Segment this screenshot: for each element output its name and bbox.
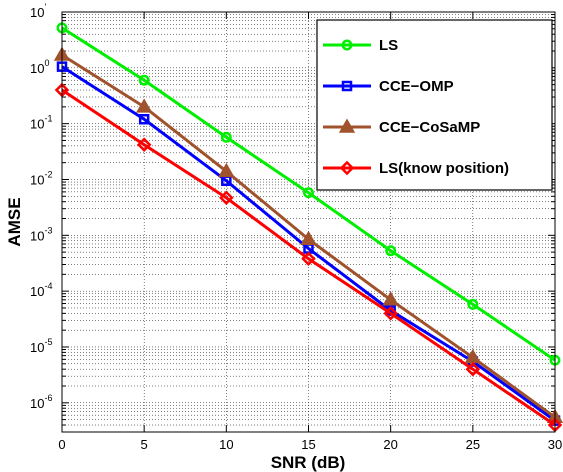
x-tick-label: 25 — [466, 437, 480, 452]
legend-marker — [339, 160, 355, 176]
x-axis-ticks: 0 5 10 15 20 25 30 — [58, 12, 562, 452]
legend-box — [316, 19, 553, 191]
y-tick-label: 10-1 — [30, 114, 52, 132]
legend-marker — [341, 39, 353, 51]
data-point-marker — [465, 361, 481, 377]
data-point-marker — [136, 137, 152, 152]
x-axis-title: SNR (dB) — [271, 453, 346, 472]
y-tick-base: 10 — [30, 284, 44, 299]
y-tick-base: 10 — [30, 340, 44, 355]
legend-marker — [341, 80, 353, 92]
data-point-marker — [220, 131, 232, 143]
y-tick-label: 100 — [30, 58, 49, 76]
y-tick-base: 10 — [30, 5, 44, 20]
y-tick-exponent: -6 — [44, 393, 52, 403]
legend-marker — [338, 118, 356, 133]
legend: LS CCE−OMP CCE−CoSaMP LS(know position) — [316, 19, 553, 191]
data-point-marker — [467, 298, 479, 310]
legend-label: CCE−CoSaMP — [379, 119, 480, 136]
y-tick-label: 10-6 — [30, 393, 52, 411]
y-tick-exponent: -3 — [44, 225, 52, 235]
x-tick-label: 15 — [301, 437, 315, 452]
y-tick-base: 10 — [30, 61, 44, 76]
series-line — [61, 88, 556, 427]
x-tick-label: 10 — [219, 437, 233, 452]
data-point-marker — [300, 230, 317, 246]
y-tick-label: 10-5 — [30, 337, 52, 355]
y-tick-exponent: ' — [44, 2, 46, 12]
data-point-marker — [138, 113, 150, 125]
y-tick-exponent: -4 — [44, 281, 52, 291]
y-tick-base: 10 — [30, 117, 44, 132]
data-point-marker — [383, 306, 398, 321]
legend-label: CCE−OMP — [379, 78, 454, 95]
data-point-marker — [382, 291, 399, 306]
data-point-marker — [385, 245, 397, 257]
y-tick-label: 10' — [30, 2, 46, 20]
y-axis-title: AMSE — [5, 197, 24, 246]
legend-label: LS — [379, 37, 398, 54]
data-point-marker — [301, 251, 316, 267]
series-lines — [53, 22, 563, 433]
y-tick-exponent: -1 — [44, 114, 52, 124]
series-line — [61, 26, 556, 362]
y-tick-exponent: 0 — [44, 58, 49, 68]
y-tick-label: 10-3 — [30, 225, 52, 243]
y-tick-base: 10 — [30, 172, 44, 187]
data-point-marker — [138, 74, 150, 86]
x-tick-label: 5 — [141, 437, 148, 452]
data-point-marker — [218, 162, 235, 178]
x-tick-label: 20 — [383, 437, 397, 452]
y-tick-exponent: -5 — [44, 337, 52, 347]
x-tick-label: 0 — [58, 437, 65, 452]
y-tick-base: 10 — [30, 228, 44, 243]
data-point-marker — [219, 190, 234, 206]
data-point-marker — [136, 98, 153, 113]
y-tick-base: 10 — [30, 396, 44, 411]
y-tick-exponent: -2 — [44, 169, 52, 179]
y-tick-label: 10-4 — [30, 281, 52, 299]
x-tick-label: 30 — [548, 437, 562, 452]
data-point-marker — [464, 348, 481, 364]
y-tick-label: 10-2 — [30, 169, 52, 187]
legend-label: LS(know position) — [379, 160, 509, 177]
data-point-marker — [303, 187, 314, 199]
